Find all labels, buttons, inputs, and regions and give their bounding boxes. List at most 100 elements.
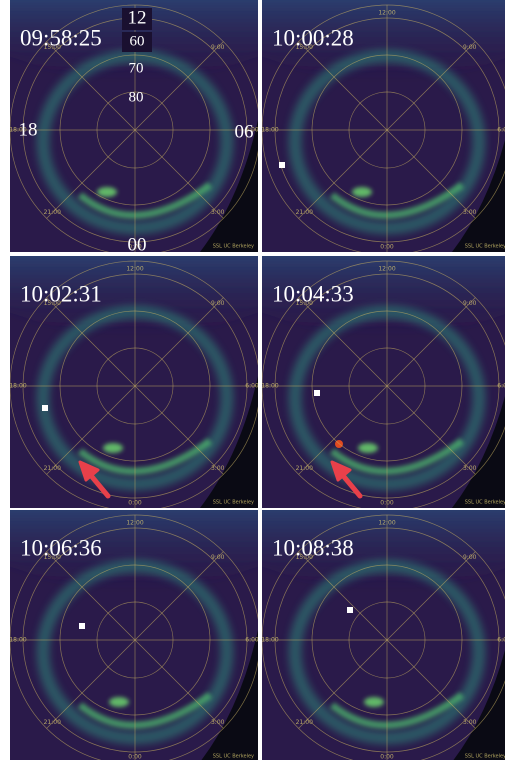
key-label: 00 (128, 234, 147, 255)
panel: 12:0015:0018:0021:000:003:006:009:00SSL … (9, 256, 258, 508)
grid-spoke (298, 129, 388, 219)
marker (79, 623, 85, 629)
grid-label: 21:00 (296, 465, 313, 472)
grid-spoke (298, 41, 388, 131)
grid-label: 0:00 (128, 244, 142, 251)
grid-spoke (386, 41, 476, 131)
grid-label: 21:00 (44, 465, 61, 472)
grid-label: 18:00 (261, 127, 278, 134)
panel: 12:0015:0018:0021:000:003:006:009:00SSL … (261, 256, 505, 508)
grid-label: 9:00 (463, 554, 477, 561)
polar-cap (262, 0, 505, 80)
oval-spot (103, 443, 123, 453)
grid-label: 9:00 (463, 44, 477, 51)
grid-label: 3:00 (463, 719, 477, 726)
grid-label: 21:00 (296, 719, 313, 726)
grid-label: 15:00 (296, 554, 313, 561)
grid-label: 0:00 (380, 500, 394, 507)
panel: 12:0015:0018:0021:000:003:006:009:00SSL … (9, 510, 258, 762)
timestamp: 10:08:38 (272, 535, 354, 560)
grid-spoke (46, 129, 136, 219)
key-label: 60 (130, 33, 145, 49)
grid-label: 18:00 (9, 637, 26, 644)
grid-label: 0:00 (128, 500, 142, 507)
marker (314, 390, 320, 396)
key-box (122, 8, 152, 30)
grid-label: 12:00 (378, 10, 395, 17)
key-label: 18 (19, 119, 38, 140)
timestamp: 10:00:28 (272, 25, 354, 50)
credit: SSL UC Berkeley (213, 754, 254, 760)
polar-cap (262, 510, 505, 590)
grid-spoke (386, 297, 476, 387)
credit: SSL UC Berkeley (213, 244, 254, 250)
panel: 12:0015:0018:0021:000:003:006:009:00SSL … (9, 0, 259, 255)
grid-label: 0:00 (380, 754, 394, 761)
grid-spoke (46, 297, 136, 387)
oval-bright (77, 692, 213, 729)
grid-label: 15:00 (44, 300, 61, 307)
grid-label: 9:00 (463, 300, 477, 307)
grid-spoke (386, 639, 476, 729)
grid-label: 18:00 (9, 127, 26, 134)
grid-spoke (386, 385, 476, 475)
grid-spoke (46, 551, 136, 641)
arrow-head (330, 460, 352, 482)
grid-label: 12:00 (126, 266, 143, 273)
credit: SSL UC Berkeley (465, 754, 505, 760)
timestamp: 10:04:33 (272, 281, 354, 306)
grid-spoke (134, 41, 224, 131)
grid-spoke (298, 297, 388, 387)
grid-label: 15:00 (296, 300, 313, 307)
grid-label: 0:00 (128, 754, 142, 761)
key-label: 70 (129, 60, 144, 76)
credit: SSL UC Berkeley (465, 244, 505, 250)
grid-spoke (46, 385, 136, 475)
grid-label: 9:00 (211, 44, 225, 51)
grid-label: 12:00 (378, 520, 395, 527)
polar-cap (262, 256, 505, 336)
no-data (200, 376, 258, 508)
grid-label: 3:00 (463, 209, 477, 216)
timestamp: 10:06:36 (20, 535, 102, 560)
panel: 12:0015:0018:0021:000:003:006:009:00SSL … (262, 510, 505, 762)
grid-label: 15:00 (44, 44, 61, 51)
no-data (200, 630, 258, 762)
grid-spoke (134, 129, 224, 219)
no-data (200, 120, 258, 252)
grid-spoke (134, 639, 224, 729)
grid-label: 18:00 (9, 383, 26, 390)
marker (347, 607, 353, 613)
grid-label: 12:00 (378, 266, 395, 273)
grid-spoke (386, 551, 476, 641)
grid-label: 15:00 (44, 554, 61, 561)
no-data (452, 649, 505, 762)
grid-spoke (298, 551, 388, 641)
marker (279, 162, 285, 168)
credit: SSL UC Berkeley (213, 500, 254, 506)
oval-bright (329, 182, 465, 219)
arrow-head (78, 460, 100, 482)
grid-label: 18:00 (261, 383, 278, 390)
grid-label: 9:00 (211, 554, 225, 561)
no-data (452, 139, 505, 252)
grid-label: 21:00 (296, 209, 313, 216)
grid-spoke (298, 385, 388, 475)
key-label: 06 (235, 121, 254, 142)
grid-label: 6:00 (245, 127, 259, 134)
credit: SSL UC Berkeley (465, 500, 505, 506)
oval-bright (329, 692, 465, 729)
polar-cap (10, 510, 258, 590)
grid-label: 3:00 (211, 719, 225, 726)
oval-spot (364, 697, 384, 707)
key-label: 12 (128, 7, 147, 28)
oval-spot (352, 187, 372, 197)
oval-spot (109, 697, 129, 707)
grid-label: 0:00 (380, 244, 394, 251)
grid-spoke (134, 385, 224, 475)
timestamp: 09:58:25 (20, 25, 102, 50)
oval-bright (77, 182, 213, 219)
grid-spoke (134, 297, 224, 387)
grid-label: 12:00 (126, 520, 143, 527)
